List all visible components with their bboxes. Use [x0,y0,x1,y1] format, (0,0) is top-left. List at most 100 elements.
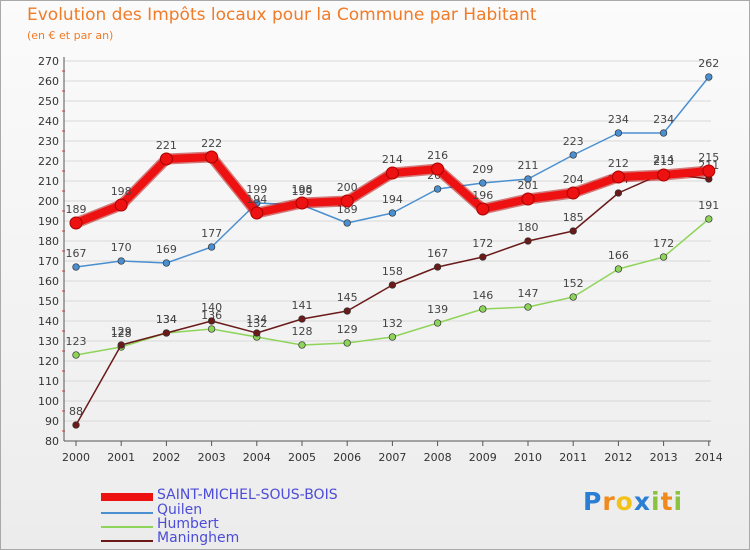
data-point [295,196,309,210]
data-label: 134 [156,313,177,326]
y-tick-label: 110 [38,375,59,388]
data-point [343,219,351,227]
data-label: 172 [653,237,674,250]
data-label: 129 [337,323,358,336]
data-point [69,216,83,230]
data-label: 214 [382,153,403,166]
x-tick-label: 2011 [559,451,587,464]
data-point [117,341,125,349]
data-label: 129 [111,325,132,338]
data-label: 128 [292,325,313,338]
data-point [479,253,487,261]
data-label: 167 [427,247,448,260]
data-label: 158 [382,265,403,278]
data-point [388,281,397,289]
data-point [72,263,80,271]
data-label: 199 [246,183,267,196]
data-point [705,73,713,81]
data-point [340,194,354,208]
data-label: 221 [156,139,177,152]
y-tick-label: 240 [38,115,59,128]
x-tick-label: 2001 [107,451,135,464]
data-label: 199 [292,185,313,198]
data-point [298,315,306,323]
x-tick-label: 2014 [695,451,723,464]
legend-label-humbert: Humbert [157,516,219,532]
legend-label-maninghem: Maninghem [157,530,240,546]
logo-letter: i [651,487,661,516]
data-label: 147 [518,287,539,300]
data-point [569,151,577,159]
data-label: 145 [337,291,358,304]
logo-letter: t [660,487,674,516]
data-point [659,253,668,261]
data-label: 169 [156,243,177,256]
data-point [385,166,399,180]
data-point [343,307,351,315]
data-point [479,305,487,313]
data-point [250,206,264,220]
data-point [298,341,306,349]
y-tick-label: 220 [38,155,59,168]
legend-swatch-maninghem [101,540,153,542]
legend-label-saint-michel: SAINT-MICHEL-SOUS-BOIS [157,487,338,503]
x-tick-label: 2005 [288,451,316,464]
x-tick-label: 2008 [424,451,452,464]
logo-letter: x [633,487,651,516]
x-tick-label: 2013 [650,451,678,464]
data-point [479,179,487,187]
data-label: 234 [608,113,629,126]
data-label: 185 [563,211,584,224]
data-point [117,257,125,265]
data-label: 196 [472,189,493,202]
data-label: 152 [563,277,584,290]
data-label: 215 [698,151,719,164]
y-tick-label: 140 [38,315,59,328]
data-point [657,168,671,182]
y-tick-label: 150 [38,295,59,308]
data-label: 198 [292,183,313,196]
data-point [388,209,397,217]
data-point [611,170,625,184]
proxiti-logo: Proxiti [583,487,683,516]
data-point [614,265,623,273]
data-label: 88 [69,405,83,418]
data-point [72,351,80,359]
legend-swatch-humbert [101,526,153,528]
data-point [614,129,623,137]
y-tick-label: 130 [38,335,59,348]
logo-letter: r [602,487,616,516]
data-label: 204 [563,173,584,186]
data-label: 140 [201,301,222,314]
data-label: 141 [292,299,313,312]
data-label: 177 [201,227,222,240]
data-label: 139 [427,303,448,316]
data-point [702,164,716,178]
data-label: 214 [653,153,674,166]
data-label: 134 [156,313,177,326]
chart-subtitle: (en € et par an) [27,29,114,42]
data-point [569,293,577,301]
data-point [524,237,532,245]
data-point [207,243,216,251]
data-point [566,186,580,200]
x-tick-label: 2003 [198,451,226,464]
data-point [388,333,397,341]
data-point [162,259,171,267]
data-point [433,185,442,193]
x-tick-label: 2010 [514,451,542,464]
legend-label-quilen: Quilen [157,502,203,518]
data-label: 167 [66,247,87,260]
data-label: 170 [111,241,132,254]
data-label: 194 [382,193,403,206]
y-tick-label: 250 [38,95,59,108]
data-label: 213 [653,155,674,168]
logo-letter: P [583,487,603,516]
y-tick-label: 170 [38,255,59,268]
data-point [207,317,216,325]
x-tick-label: 2006 [333,451,361,464]
data-label: 211 [518,159,539,172]
data-point [343,339,351,347]
data-point [207,325,216,333]
